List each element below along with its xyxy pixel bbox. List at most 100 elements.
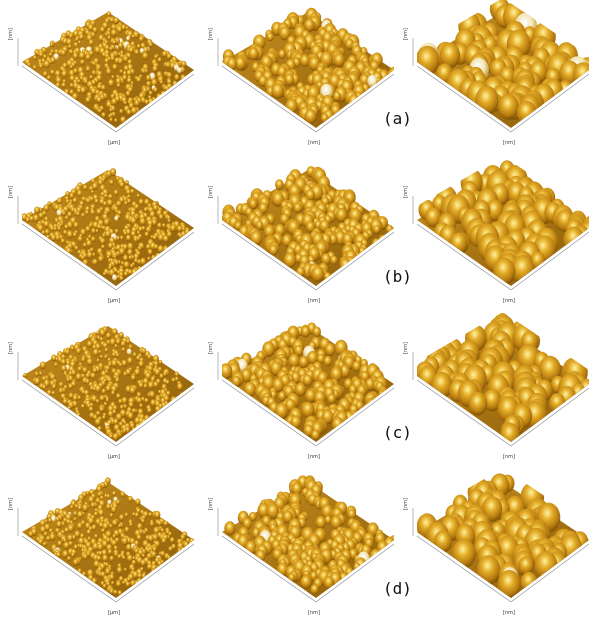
peak: [193, 227, 199, 234]
x-unit: [nm]: [503, 140, 515, 146]
peak: [46, 536, 51, 542]
peak: [147, 257, 150, 261]
peak: [116, 393, 121, 399]
peak: [124, 513, 128, 518]
peak: [158, 245, 164, 253]
peak: [179, 234, 182, 238]
peak: [153, 87, 158, 93]
peak: [81, 357, 85, 362]
peak: [83, 553, 88, 559]
peak: [149, 391, 155, 398]
peak: [89, 39, 94, 46]
peak: [28, 62, 31, 66]
peak: [256, 550, 266, 562]
peak: [87, 358, 93, 366]
peak: [189, 538, 194, 544]
peak: [267, 32, 274, 41]
z-unit: [nm]: [403, 28, 409, 40]
peak: [325, 343, 335, 356]
peak: [137, 194, 140, 198]
peak: [126, 91, 131, 97]
peak: [33, 55, 37, 60]
peak: [47, 75, 51, 80]
z-unit: [nm]: [403, 342, 409, 354]
peak: [68, 406, 71, 410]
surface-peaks: [416, 313, 589, 447]
peak: [315, 516, 326, 529]
peak: [116, 353, 120, 358]
peak: [35, 372, 39, 377]
peak: [70, 83, 74, 88]
peak: [128, 255, 132, 260]
peak: [61, 359, 66, 366]
peak: [167, 54, 172, 60]
peak: [189, 541, 192, 545]
peak: [105, 32, 108, 36]
panel-label: (a): [383, 109, 412, 128]
peak: [177, 550, 180, 554]
peak: [128, 496, 133, 502]
peak: [107, 35, 111, 40]
peak: [120, 116, 126, 123]
surface-peaks: [419, 160, 589, 285]
peak: [500, 423, 519, 447]
peak: [73, 198, 78, 204]
peak: [40, 362, 46, 370]
peak: [141, 519, 145, 524]
peak: [124, 231, 128, 235]
peak: [77, 511, 83, 519]
peak: [57, 226, 61, 231]
peak: [137, 44, 141, 49]
peak: [353, 562, 360, 571]
peak: [535, 551, 558, 580]
peak: [103, 272, 106, 276]
peak: [56, 521, 62, 528]
peak: [77, 395, 81, 400]
peak: [68, 44, 72, 49]
peak: [183, 395, 189, 402]
peak: [134, 580, 139, 587]
peak: [301, 402, 314, 418]
peak: [66, 247, 72, 254]
peak: [61, 82, 65, 88]
peak: [137, 573, 142, 579]
peak: [161, 538, 166, 544]
peak: [157, 560, 162, 566]
peak: [114, 344, 118, 348]
peak: [163, 521, 167, 526]
peak: [154, 54, 158, 59]
peak: [91, 190, 94, 194]
peak: [73, 232, 77, 238]
peak: [115, 377, 119, 383]
peak: [61, 70, 67, 78]
peak: [146, 75, 151, 81]
peak: [47, 390, 52, 396]
peak: [61, 238, 65, 243]
surface-peaks: [222, 166, 393, 282]
peak: [139, 382, 144, 388]
peak: [138, 199, 143, 206]
peak: [77, 505, 81, 511]
peak: [106, 68, 111, 75]
peak: [93, 349, 99, 357]
peak: [77, 366, 82, 372]
peak: [105, 230, 111, 238]
peak: [96, 359, 99, 363]
peak: [183, 541, 188, 548]
peak: [138, 361, 144, 368]
peak: [48, 518, 52, 523]
peak: [126, 582, 130, 588]
peak: [108, 114, 111, 118]
peak: [148, 381, 154, 389]
peak: [99, 329, 105, 337]
z-unit: [nm]: [403, 186, 409, 198]
peak: [86, 198, 91, 204]
peak: [112, 352, 116, 357]
peak: [327, 394, 335, 405]
peak: [139, 403, 143, 408]
afm-panel: [nm][µm]: [8, 326, 204, 460]
x-unit: [nm]: [503, 454, 515, 460]
peak: [324, 272, 331, 281]
peak: [162, 223, 166, 227]
z-unit: [nm]: [8, 28, 14, 40]
